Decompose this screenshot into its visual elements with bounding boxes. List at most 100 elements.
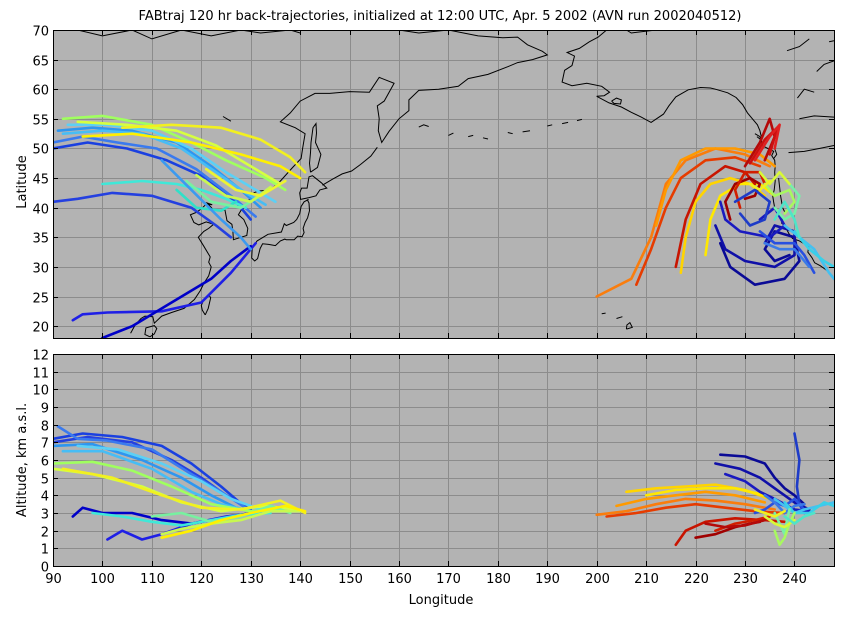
island-5 (507, 132, 513, 135)
map-y-tick-label-20: 20 (32, 321, 49, 336)
alt-trajectory-31 (783, 501, 834, 515)
coastline-20 (828, 40, 834, 43)
map-trajectory-36 (793, 230, 834, 269)
x-tick-label-100: 100 (90, 572, 115, 587)
island-4 (482, 137, 489, 140)
alt-trajectory-7 (76, 444, 262, 511)
alt-trajectory-28 (753, 497, 806, 515)
map-trajectory-9 (76, 120, 282, 186)
altitude-y-axis-label: Altitude, km a.s.l. (15, 403, 30, 517)
x-tick-label-190: 190 (535, 572, 560, 587)
x-tick-label-200: 200 (585, 572, 610, 587)
coastline-16 (799, 115, 834, 120)
coastline-17 (797, 88, 815, 99)
alt-trajectory-8 (53, 460, 282, 513)
alt-y-tick-label-5: 5 (41, 473, 49, 488)
coastline-6 (308, 122, 322, 173)
alt-y-tick-label-2: 2 (41, 526, 49, 541)
alt-trajectory-6 (61, 449, 252, 513)
x-tick-label-170: 170 (436, 572, 461, 587)
alt-trajectory-10 (61, 467, 307, 515)
coastline-19 (786, 38, 810, 52)
coastline-18 (816, 60, 834, 72)
coastline-7 (322, 147, 378, 186)
x-tick-label-120: 120 (189, 572, 214, 587)
coastline-13 (773, 148, 778, 159)
map-y-tick-label-35: 35 (32, 232, 49, 247)
alt-trajectory-13 (160, 509, 302, 536)
altitude-panel: 90 100 110 120 130 140 150 160 170 180 190 200 210 22… (32, 349, 835, 587)
map-y-tick-label-65: 65 (32, 55, 49, 70)
island-9 (576, 118, 583, 122)
x-tick-label-90: 90 (45, 572, 62, 587)
x-tick-label-180: 180 (486, 572, 511, 587)
map-y-tick-label-40: 40 (32, 203, 49, 218)
map-trajectory-30 (714, 224, 796, 269)
alt-y-tick-label-1: 1 (41, 543, 49, 558)
map-plot-background (53, 30, 834, 338)
coastline-15 (788, 145, 834, 154)
map-y-tick-label-70: 70 (32, 25, 49, 40)
alt-y-tick-label-4: 4 (41, 490, 49, 505)
alt-trajectory-15 (595, 497, 777, 517)
coastline-14 (778, 178, 787, 214)
island-8 (562, 121, 569, 125)
x-axis-label: Longitude (409, 593, 474, 608)
alt-y-tick-label-10: 10 (32, 384, 49, 399)
island-6 (522, 130, 531, 133)
alt-trajectory-16 (605, 502, 786, 518)
alt-trajectory-26 (723, 472, 811, 513)
map-trajectory-32 (733, 188, 772, 227)
alt-y-tick-label-7: 7 (41, 437, 49, 452)
alt-trajectory-34 (763, 515, 796, 529)
map-trajectory-17 (160, 159, 252, 251)
coastline-5 (299, 175, 328, 201)
map-axes-frame (53, 30, 835, 339)
x-tick-label-130: 130 (239, 572, 264, 587)
map-y-axis-label: Latitude (15, 155, 30, 209)
map-trajectory-40 (748, 179, 772, 192)
map-trajectory-33 (758, 230, 816, 275)
alt-plot-area (53, 425, 834, 547)
coastline-3 (144, 325, 158, 338)
map-plot-area (53, 30, 834, 338)
alt-trajectory-36 (783, 511, 816, 525)
map-trajectory-19 (634, 156, 762, 287)
island-11 (616, 316, 623, 319)
alt-trajectory-23 (704, 518, 767, 529)
alt-y-tick-label-9: 9 (41, 402, 49, 417)
map-trajectory-16 (204, 167, 287, 198)
alt-y-tick-label-8: 8 (41, 420, 49, 435)
island-1 (418, 124, 429, 128)
x-tick-label-140: 140 (288, 572, 313, 587)
map-trajectory-24 (723, 176, 762, 221)
alt-ticks: 90 100 110 120 130 140 150 160 170 180 190 200 210 22… (32, 349, 834, 587)
coastline-4 (251, 198, 311, 262)
alt-trajectory-24 (718, 453, 806, 506)
x-tick-label-150: 150 (338, 572, 363, 587)
alt-trajectory-17 (615, 490, 767, 508)
alt-y-tick-label-12: 12 (32, 349, 49, 364)
map-trajectory-11 (81, 132, 302, 180)
map-y-tick-label-55: 55 (32, 114, 49, 129)
map-trajectory-41 (773, 200, 801, 239)
alt-y-tick-label-6: 6 (41, 455, 49, 470)
map-y-tick-label-45: 45 (32, 173, 49, 188)
coastline-0 (77, 30, 301, 40)
x-tick-label-210: 210 (634, 572, 659, 587)
island-7 (547, 124, 553, 127)
x-tick-label-230: 230 (733, 572, 758, 587)
map-trajectory-1 (101, 244, 252, 338)
map-trajectory-28 (753, 123, 781, 162)
map-trajectory-34 (763, 241, 811, 269)
alt-trajectory-14 (160, 504, 307, 540)
map-y-tick-label-60: 60 (32, 84, 49, 99)
map-trajectory-10 (120, 123, 307, 174)
x-tick-label-220: 220 (684, 572, 709, 587)
alt-y-tick-label-0: 0 (41, 561, 49, 576)
chart-title: FABtraj 120 hr back-trajectories, initia… (139, 9, 742, 24)
map-trajectory-38 (763, 182, 796, 215)
coastline-8 (222, 116, 232, 122)
x-tick-label-160: 160 (387, 572, 412, 587)
